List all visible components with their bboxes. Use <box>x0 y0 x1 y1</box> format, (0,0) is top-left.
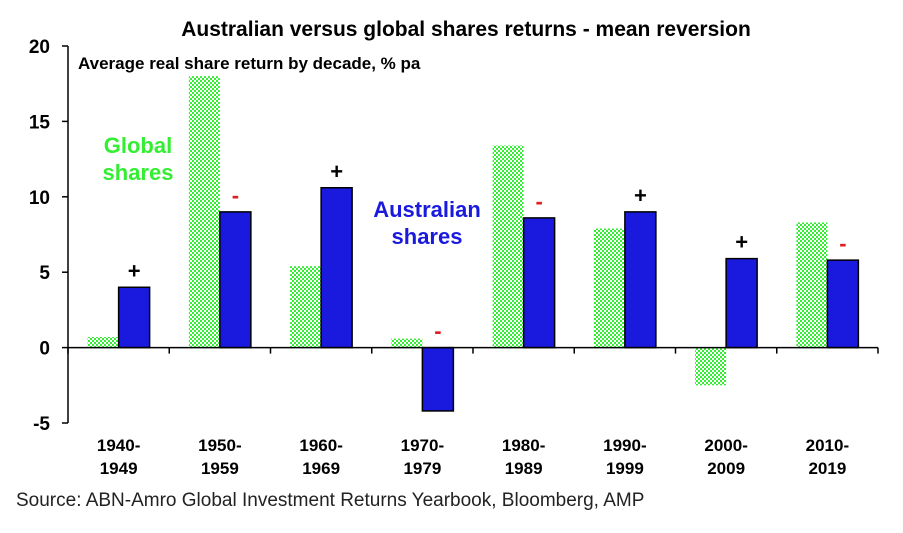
bar-global-1960-1969 <box>290 266 322 348</box>
legend-global-line1: Global <box>104 133 172 158</box>
bars-layer <box>87 76 860 412</box>
x-tick-label: 1980- <box>502 436 545 455</box>
x-tick-label: 1999 <box>606 459 644 478</box>
bar-australian-2010-2019 <box>826 259 860 349</box>
bar-australian-1970-1979 <box>421 346 455 412</box>
y-tick-label: -5 <box>33 414 50 435</box>
bar-global-1970-1979 <box>391 338 423 348</box>
x-tick-label: 2019 <box>808 459 846 478</box>
labels-layer: +1940- 1949 - 1950- 1959 +1960- 1969 - 1970- 1979… <box>29 37 849 478</box>
x-tick-label: 1979 <box>403 459 441 478</box>
x-tick-label: 1959 <box>201 459 239 478</box>
bar-australian-1960-1969 <box>320 187 353 349</box>
x-tick-label: 2010- <box>806 436 849 455</box>
chart-subtitle: Average real share return by decade, % p… <box>78 54 421 73</box>
x-tick-label: 2000- <box>704 436 747 455</box>
annotation-sign-1980-1989: - <box>535 189 542 214</box>
bar-australian-1980-1989 <box>522 217 556 349</box>
y-tick-label: 20 <box>29 37 50 58</box>
annotation-sign-1990-1999: + <box>634 183 647 208</box>
annotation-sign-1940-1949: + <box>128 258 141 283</box>
annotation-sign-1950-1959: - <box>232 183 239 208</box>
legend-global-line2: shares <box>103 160 174 185</box>
legend-australian-line1: Australian <box>373 197 481 222</box>
annotation-sign-2000-2009: + <box>735 230 748 255</box>
y-tick-label: 5 <box>39 263 50 284</box>
bar-global-2010-2019 <box>796 222 828 348</box>
source-note: Source: ABN-Amro Global Investment Retur… <box>16 490 645 511</box>
x-tick-label: 1949 <box>100 459 138 478</box>
bar-australian-1950-1959 <box>219 211 252 349</box>
annotation-sign-2010-2019: - <box>839 231 846 256</box>
y-tick-label: 10 <box>29 188 50 209</box>
bar-global-2000-2009 <box>695 347 727 386</box>
bar-global-1990-1999 <box>593 228 625 348</box>
x-tick-label: 1940- <box>97 436 140 455</box>
bar-australian-1940-1949 <box>117 286 151 349</box>
x-tick-label: 1989 <box>505 459 543 478</box>
bar-australian-2000-2009 <box>725 257 758 349</box>
bar-global-1940-1949 <box>87 337 119 348</box>
bar-global-1980-1989 <box>492 145 524 348</box>
x-tick-label: 1990- <box>603 436 646 455</box>
x-tick-label: 2009 <box>707 459 745 478</box>
bar-australian-1990-1999 <box>624 211 657 349</box>
annotation-sign-1970-1979: - <box>434 319 441 344</box>
annotation-sign-1960-1969: + <box>330 159 343 184</box>
legend-australian-line2: shares <box>392 224 463 249</box>
chart-title: Australian versus global shares returns … <box>181 18 751 41</box>
x-tick-label: 1950- <box>198 436 241 455</box>
x-tick-label: 1969 <box>302 459 340 478</box>
bar-global-1950-1959 <box>188 76 220 348</box>
chart: Australian versus global shares returns … <box>29 18 879 478</box>
y-tick-label: 0 <box>39 339 50 360</box>
x-tick-label: 1970- <box>401 436 444 455</box>
y-tick-label: 15 <box>29 112 51 133</box>
axes-layer <box>62 45 879 424</box>
x-tick-label: 1960- <box>299 436 342 455</box>
